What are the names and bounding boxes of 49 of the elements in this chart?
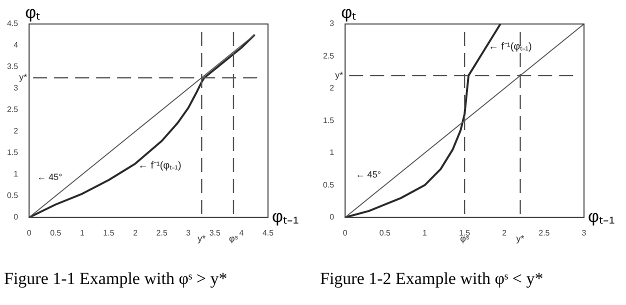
x-tick-label: 2 (133, 228, 138, 238)
x-tick-label: 0.5 (50, 228, 62, 238)
y-tick-label: 1 (330, 148, 335, 158)
ref-line-label: y* (198, 233, 206, 244)
y-tick-label: 2 (330, 84, 335, 93)
x-tick-label: 0 (342, 228, 348, 238)
y-tick-label: 0 (330, 212, 335, 222)
x-tick-label: 1.5 (459, 228, 471, 238)
annotation: ← 45° (356, 170, 382, 180)
ref-line-label: φˢ (229, 233, 238, 244)
y-axis-title: φₜ (25, 3, 40, 22)
y-tick-label: 2 (14, 126, 19, 136)
x-tick-label: 3 (582, 228, 587, 238)
caption: Figure 1-1 Example with φˢ > y* (4, 269, 228, 289)
y-tick-label: 0.5 (322, 180, 335, 190)
annotation: ← f⁻¹(φₜ₋₁) (488, 41, 532, 52)
x-tick-label: 3.5 (209, 228, 222, 238)
ref-line-label: y* (516, 233, 525, 244)
x-tick-label: 3 (186, 228, 192, 238)
x-axis-title: φₜ₋₁ (272, 207, 300, 226)
y-tick-label: 1.5 (6, 148, 19, 158)
annotation: ← 45° (37, 172, 63, 182)
y-tick-label: 3 (330, 19, 335, 28)
x-axis-title: φₜ₋₁ (588, 207, 616, 226)
y-tick-label: 2.5 (6, 105, 19, 114)
y-tick-label: 3 (14, 84, 19, 93)
y-tick-label: 4.5 (6, 19, 19, 28)
y-tick-label: 1.5 (322, 116, 335, 125)
y-tick-label: 1 (14, 170, 19, 179)
ref-line-label: y* (335, 70, 344, 80)
y-tick-label: 4 (14, 40, 19, 50)
x-tick-label: 2.5 (156, 228, 168, 238)
annotation: ← f⁻¹(φₜ₋₁) (138, 160, 182, 172)
y-axis-title: φₜ (341, 3, 356, 22)
x-tick-label: 2.5 (538, 228, 550, 238)
x-tick-label: 4.5 (262, 228, 274, 238)
y-tick-label: 2.5 (322, 51, 335, 60)
x-tick-label: 0 (26, 228, 32, 238)
x-tick-label: 2 (502, 228, 508, 238)
x-tick-label: 1 (422, 228, 428, 238)
x-tick-label: 1 (80, 228, 85, 238)
x-tick-label: 0.5 (379, 228, 392, 238)
y-tick-label: 0 (14, 212, 19, 222)
x-tick-label: 1.5 (103, 228, 115, 238)
ref-line-label: y* (19, 72, 28, 82)
y-tick-label: 3.5 (6, 62, 19, 72)
y-tick-label: 0.5 (6, 191, 19, 200)
caption: Figure 1-2 Example with φˢ < y* (320, 269, 544, 289)
x-tick-label: 4 (239, 228, 244, 238)
